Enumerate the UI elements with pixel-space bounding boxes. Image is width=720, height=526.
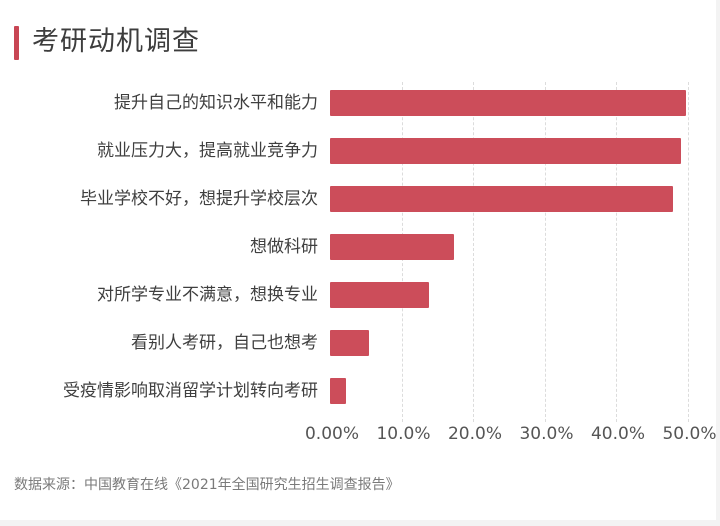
chart-title: 考研动机调查: [32, 26, 200, 57]
data-source-note: 数据来源：中国教育在线《2021年全国研究生招生调查报告》: [14, 477, 400, 493]
bar-row: 就业压力大，提高就业竞争力: [0, 138, 716, 164]
gridline: [473, 82, 474, 422]
x-axis-tick-label: 10.0%: [376, 424, 431, 444]
category-label: 想做科研: [250, 237, 318, 257]
bar: [330, 234, 454, 260]
category-label: 就业压力大，提高就业竞争力: [97, 141, 318, 161]
bar-chart: 0.00% 10.0% 20.0% 30.0% 40.0% 50.0% 提升自己的知识水平和…: [0, 82, 717, 444]
bar-row: 想做科研: [0, 234, 716, 260]
title-accent-bar: [14, 26, 19, 60]
bar: [330, 186, 674, 212]
category-label: 受疫情影响取消留学计划转向考研: [63, 381, 318, 401]
category-label: 毕业学校不好，想提升学校层次: [80, 189, 318, 209]
category-label: 对所学专业不满意，想换专业: [97, 285, 318, 305]
x-axis-tick-label: 0.00%: [304, 424, 360, 444]
bar: [330, 378, 346, 404]
category-label: 看别人考研，自己也想考: [131, 333, 318, 353]
bar-row: 看别人考研，自己也想考: [0, 330, 716, 356]
bar: [330, 90, 687, 116]
category-label: 提升自己的知识水平和能力: [114, 93, 318, 113]
bar: [330, 330, 370, 356]
gridline: [544, 82, 546, 422]
bar-row: 受疫情影响取消留学计划转向考研: [0, 378, 716, 404]
gridline: [687, 82, 689, 422]
gridline: [616, 82, 617, 422]
x-axis-tick-label: 30.0%: [519, 424, 574, 444]
bar-row: 提升自己的知识水平和能力: [0, 90, 716, 116]
bar-row: 毕业学校不好，想提升学校层次: [0, 186, 716, 212]
bar: [330, 138, 682, 164]
x-axis-tick-label: 50.0%: [662, 424, 717, 444]
bar: [330, 282, 429, 308]
x-axis-tick-label: 20.0%: [447, 424, 503, 444]
bar-row: 对所学专业不满意，想换专业: [0, 282, 716, 308]
x-axis-tick-label: 40.0%: [590, 424, 646, 444]
